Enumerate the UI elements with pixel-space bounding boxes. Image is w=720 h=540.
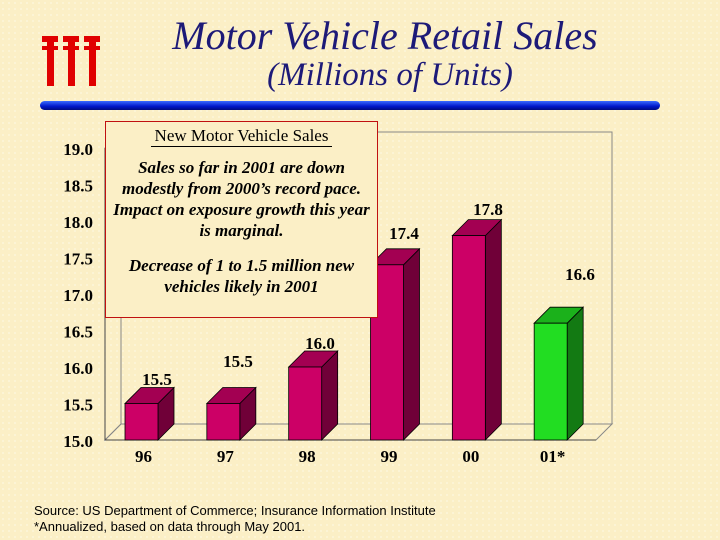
annotation-text-1: Sales so far in 2001 are down modestly f… xyxy=(113,158,370,240)
y-tick-label: 15.5 xyxy=(63,396,93,415)
bar xyxy=(533,322,568,441)
x-tick-label: 99 xyxy=(381,447,398,466)
bar xyxy=(288,366,323,441)
annotation-text-2: Decrease of 1 to 1.5 million new vehicle… xyxy=(128,256,355,296)
x-tick-label: 96 xyxy=(135,447,152,466)
y-tick-label: 16.0 xyxy=(63,359,93,378)
x-tick-label: 98 xyxy=(299,447,316,466)
chart-subtitle: (Millions of Units) xyxy=(267,57,513,93)
y-tick-label: 19.0 xyxy=(63,140,93,159)
bar-side xyxy=(484,218,502,441)
y-tick-label: 15.0 xyxy=(63,432,93,451)
chart-title: Motor Vehicle Retail Sales xyxy=(172,13,598,58)
bar xyxy=(451,235,486,441)
x-tick-label: 97 xyxy=(217,447,235,466)
data-label: 15.5 xyxy=(223,352,253,371)
y-tick-label: 18.5 xyxy=(63,177,93,196)
data-label: 17.4 xyxy=(389,224,419,243)
iii-logo-icon xyxy=(42,36,100,86)
annotation-heading: New Motor Vehicle Sales xyxy=(150,126,333,147)
x-tick-label: 01* xyxy=(540,447,566,466)
source-note: Source: US Department of Commerce; Insur… xyxy=(34,503,436,535)
source-line-1: Source: US Department of Commerce; Insur… xyxy=(34,503,436,518)
bar-side xyxy=(403,247,420,441)
annotation-box: New Motor Vehicle Sales Sales so far in … xyxy=(105,121,378,318)
bar-side xyxy=(566,306,584,441)
y-tick-label: 17.0 xyxy=(63,286,93,305)
data-label: 15.5 xyxy=(142,370,172,389)
y-tick-label: 16.5 xyxy=(63,323,93,342)
bar xyxy=(124,403,159,441)
data-label: 16.0 xyxy=(305,334,335,353)
x-tick-label: 00 xyxy=(462,447,479,466)
title-divider xyxy=(40,101,660,110)
bar xyxy=(206,403,241,441)
y-tick-label: 18.0 xyxy=(63,213,93,232)
y-tick-label: 17.5 xyxy=(63,250,93,269)
source-line-2: *Annualized, based on data through May 2… xyxy=(34,519,306,534)
data-label: 17.8 xyxy=(473,200,503,219)
data-label: 16.6 xyxy=(565,265,595,284)
